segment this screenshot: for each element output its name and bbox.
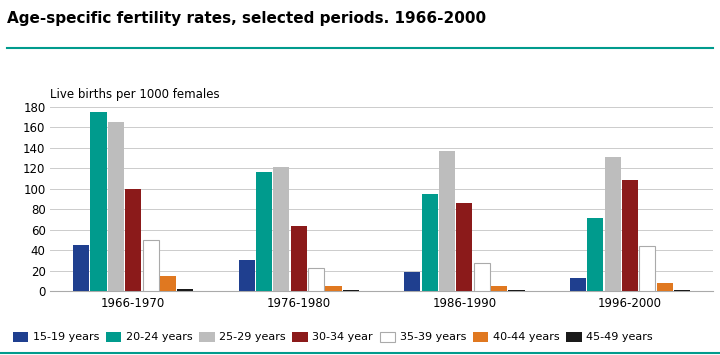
Bar	[177, 289, 194, 291]
Bar	[73, 245, 89, 291]
Bar	[421, 194, 438, 291]
Bar	[108, 122, 124, 291]
Bar	[160, 276, 176, 291]
Bar	[325, 286, 342, 291]
Bar	[657, 283, 673, 291]
Bar	[90, 111, 107, 291]
Bar	[274, 167, 289, 291]
Bar	[570, 278, 586, 291]
Text: Live births per 1000 females: Live births per 1000 females	[50, 88, 220, 101]
Bar	[474, 263, 490, 291]
Bar	[674, 290, 690, 291]
Bar	[308, 268, 324, 291]
Bar	[456, 203, 472, 291]
Bar	[639, 246, 655, 291]
Bar	[508, 290, 525, 291]
Bar	[404, 272, 420, 291]
Bar	[125, 189, 141, 291]
Bar	[587, 218, 603, 291]
Bar	[605, 157, 621, 291]
Bar	[622, 180, 638, 291]
Bar	[439, 151, 455, 291]
Bar	[143, 240, 158, 291]
Bar	[256, 172, 272, 291]
Bar	[238, 260, 255, 291]
Legend: 15-19 years, 20-24 years, 25-29 years, 30-34 year, 35-39 years, 40-44 years, 45-: 15-19 years, 20-24 years, 25-29 years, 3…	[13, 332, 652, 342]
Bar	[291, 226, 307, 291]
Bar	[343, 290, 359, 291]
Text: Age-specific fertility rates, selected periods. 1966-2000: Age-specific fertility rates, selected p…	[7, 11, 486, 26]
Bar	[491, 286, 508, 291]
